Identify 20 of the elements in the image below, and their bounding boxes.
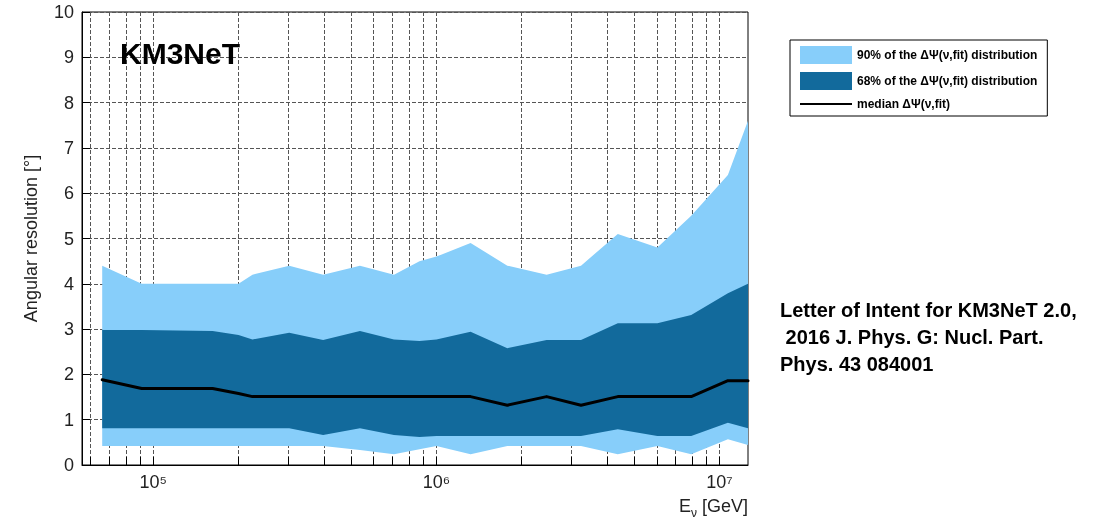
y-tick-label: 4 [63, 273, 74, 294]
y-tick-label: 10 [53, 2, 74, 22]
x-tick-label: 10⁵ [139, 472, 168, 492]
y-tick-label: 6 [63, 183, 74, 204]
y-tick-label: 9 [63, 47, 74, 68]
y-tick-label: 0 [63, 455, 74, 475]
x-tick-label: 10⁷ [706, 472, 733, 492]
legend-label: 68% of the ΔΨ(ν,fit) distribution [857, 74, 1038, 88]
y-tick-label: 5 [63, 228, 74, 249]
y-tick-label: 3 [63, 319, 74, 340]
legend-label: 90% of the ΔΨ(ν,fit) distribution [857, 48, 1038, 62]
y-tick-label: 7 [63, 137, 74, 158]
x-axis-title: E$_{ν}$ [GeV] [678, 496, 748, 520]
y-tick-label: 8 [63, 92, 74, 113]
text: Letter of Intent for KM3NeT 2.0, 2016 J. Phys. G: Nucl. Part. Phys. 43 084001 [780, 298, 1077, 375]
y-tick-label: 2 [63, 364, 74, 385]
x-tick-label: 10⁶ [422, 472, 451, 492]
y-tick-label: 1 [63, 409, 74, 430]
y-axis-title: Angular resolution [°] [21, 154, 41, 323]
legend-label: median ΔΨ(ν,fit) [857, 97, 951, 111]
